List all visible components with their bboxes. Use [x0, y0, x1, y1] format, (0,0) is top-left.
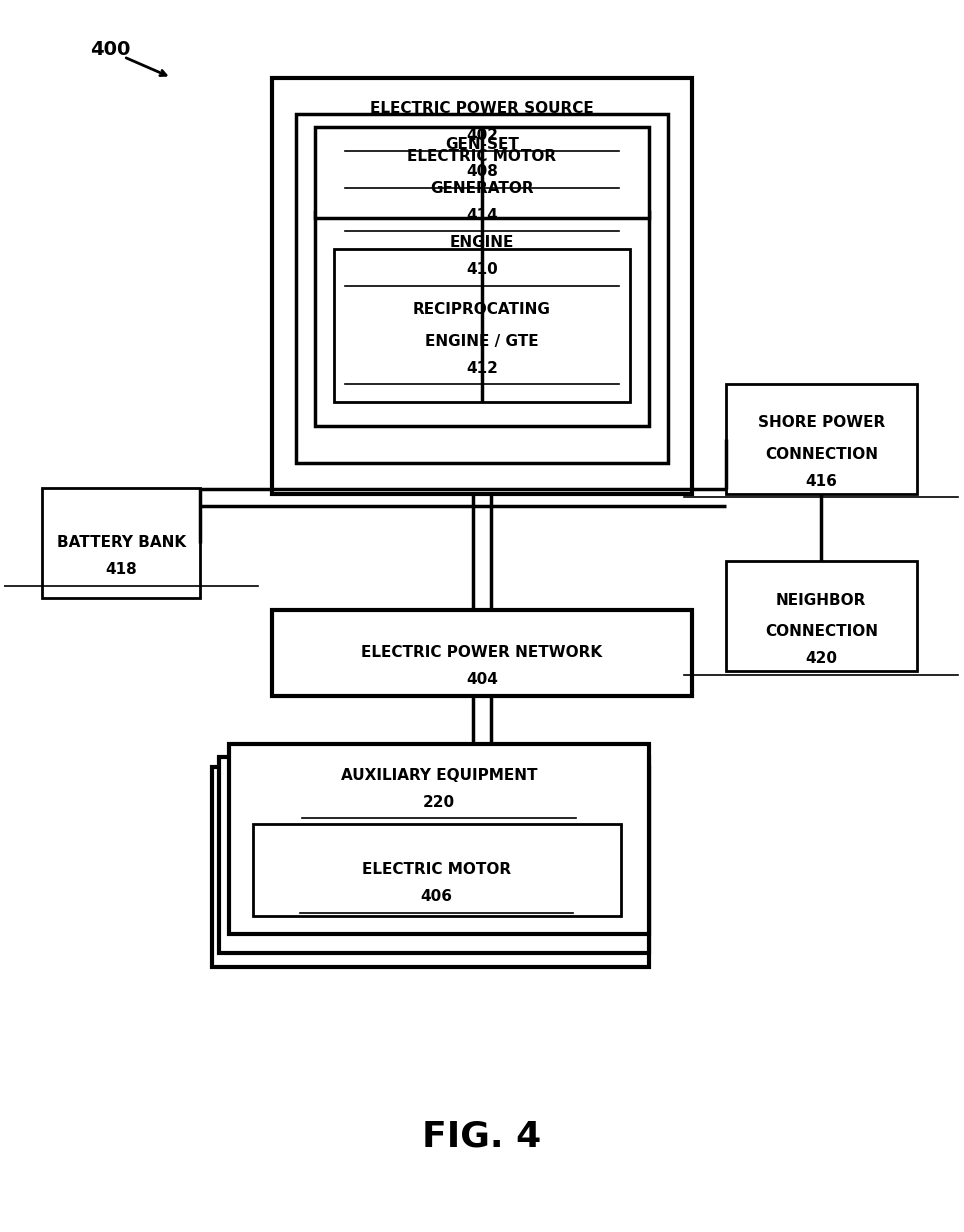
Text: ELECTRIC POWER SOURCE: ELECTRIC POWER SOURCE — [370, 101, 594, 116]
Bar — [228, 744, 649, 934]
Text: 410: 410 — [467, 262, 497, 277]
Text: ELECTRIC MOTOR: ELECTRIC MOTOR — [362, 862, 511, 877]
Text: NEIGHBOR: NEIGHBOR — [776, 593, 867, 607]
Text: 416: 416 — [805, 474, 837, 489]
Bar — [726, 383, 917, 494]
Text: 220: 220 — [423, 795, 455, 809]
Bar — [296, 115, 668, 463]
Bar — [211, 766, 649, 967]
Text: FIG. 4: FIG. 4 — [422, 1119, 542, 1153]
Bar — [272, 610, 692, 696]
Text: 402: 402 — [466, 128, 498, 143]
Text: BATTERY BANK: BATTERY BANK — [57, 535, 186, 549]
Text: RECIPROCATING: RECIPROCATING — [413, 302, 551, 317]
Text: 412: 412 — [466, 361, 498, 376]
Bar — [272, 78, 692, 494]
Bar — [42, 488, 201, 598]
Bar — [219, 756, 649, 952]
Text: SHORE POWER: SHORE POWER — [758, 415, 885, 430]
Text: CONNECTION: CONNECTION — [764, 447, 878, 462]
Bar — [334, 249, 630, 402]
Text: GEN-SET: GEN-SET — [445, 138, 519, 153]
Text: 420: 420 — [805, 652, 838, 667]
Text: ENGINE: ENGINE — [450, 235, 514, 250]
Text: ENGINE / GTE: ENGINE / GTE — [425, 334, 539, 349]
Text: AUXILIARY EQUIPMENT: AUXILIARY EQUIPMENT — [340, 768, 537, 782]
Text: ELECTRIC MOTOR: ELECTRIC MOTOR — [408, 149, 556, 164]
Bar — [315, 212, 649, 426]
Text: 414: 414 — [467, 208, 497, 223]
Text: ELECTRIC POWER NETWORK: ELECTRIC POWER NETWORK — [362, 646, 602, 660]
Bar — [315, 127, 649, 218]
Text: 404: 404 — [466, 673, 498, 687]
Text: CONNECTION: CONNECTION — [764, 625, 878, 639]
Text: 406: 406 — [420, 890, 453, 904]
Text: 400: 400 — [91, 39, 130, 59]
Text: GENERATOR: GENERATOR — [430, 181, 534, 196]
Text: 418: 418 — [105, 562, 137, 577]
Bar — [253, 824, 621, 915]
Bar — [726, 561, 917, 671]
Text: 408: 408 — [466, 164, 498, 180]
